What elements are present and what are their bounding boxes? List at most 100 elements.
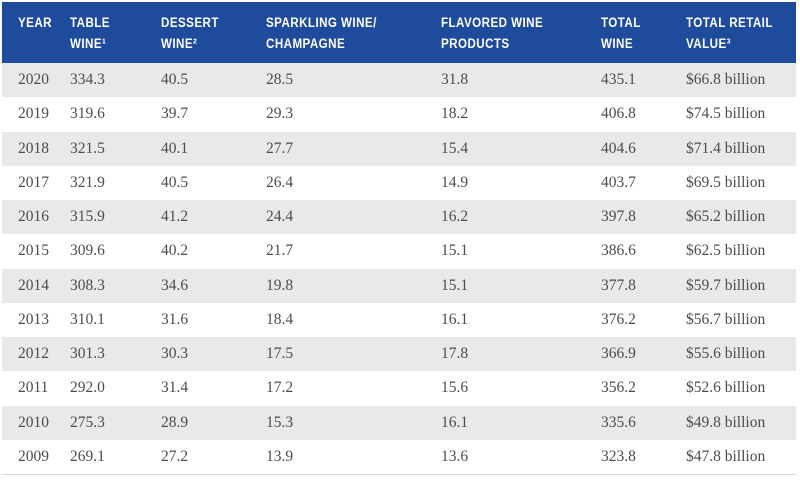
cell-total-retail-value: $52.6 billion: [686, 379, 766, 397]
cell-flavored-wine: 16.2: [441, 208, 469, 226]
table-row: 2012 301.3 30.3 17.5 17.8 366.9 $55.6 bi…: [2, 337, 796, 372]
col-header-flavored-wine-line2: PRODUCTS: [441, 36, 510, 51]
cell-table-wine: 321.5: [70, 139, 105, 157]
table-header: YEAR TABLE WINE¹ DESSERT WINE² SPARKLING…: [2, 2, 796, 63]
col-header-table-wine-line2: WINE¹: [70, 36, 107, 51]
col-header-total-wine-line1: TOTAL: [601, 15, 641, 30]
cell-year: 2014: [18, 276, 49, 294]
cell-flavored-wine: 18.2: [441, 105, 469, 123]
col-header-dessert-wine-line1: DESSERT: [161, 15, 219, 30]
table-row: 2017 321.9 40.5 26.4 14.9 403.7 $69.5 bi…: [2, 165, 796, 200]
cell-dessert-wine: 28.9: [161, 413, 189, 431]
cell-dessert-wine: 31.4: [161, 379, 189, 397]
cell-sparkling-wine: 29.3: [266, 105, 294, 123]
col-header-sparkling-wine-line1: SPARKLING WINE/: [266, 15, 377, 30]
cell-flavored-wine: 14.9: [441, 173, 469, 191]
cell-sparkling-wine: 27.7: [266, 139, 294, 157]
cell-sparkling-wine: 13.9: [266, 447, 294, 465]
cell-dessert-wine: 40.5: [161, 173, 189, 191]
table-row: 2018 321.5 40.1 27.7 15.4 404.6 $71.4 bi…: [2, 131, 796, 166]
cell-dessert-wine: 40.1: [161, 139, 189, 157]
table-row: 2020 334.3 40.5 28.5 31.8 435.1 $66.8 bi…: [2, 63, 796, 98]
cell-total-retail-value: $66.8 billion: [686, 71, 766, 89]
cell-sparkling-wine: 17.5: [266, 345, 294, 363]
cell-year: 2017: [18, 173, 49, 191]
col-header-flavored-wine: FLAVORED WINE PRODUCTS: [425, 2, 585, 63]
header-row: YEAR TABLE WINE¹ DESSERT WINE² SPARKLING…: [2, 2, 796, 63]
cell-table-wine: 308.3: [70, 276, 105, 294]
col-header-year: YEAR: [2, 2, 54, 63]
cell-sparkling-wine: 21.7: [266, 242, 294, 260]
cell-total-retail-value: $47.8 billion: [686, 447, 766, 465]
cell-total-wine: 386.6: [601, 242, 636, 260]
cell-year: 2020: [18, 71, 49, 89]
cell-dessert-wine: 39.7: [161, 105, 189, 123]
cell-flavored-wine: 16.1: [441, 413, 469, 431]
cell-table-wine: 269.1: [70, 447, 105, 465]
cell-total-retail-value: $59.7 billion: [686, 276, 766, 294]
col-header-dessert-wine-line2: WINE²: [161, 36, 198, 51]
table-row: 2013 310.1 31.6 18.4 16.1 376.2 $56.7 bi…: [2, 302, 796, 337]
cell-total-wine: 406.8: [601, 105, 636, 123]
cell-dessert-wine: 31.6: [161, 310, 189, 328]
cell-flavored-wine: 15.1: [441, 242, 469, 260]
cell-flavored-wine: 13.6: [441, 447, 469, 465]
cell-table-wine: 319.6: [70, 105, 105, 123]
col-header-total-wine-line2: WINE: [601, 36, 634, 51]
cell-total-wine: 356.2: [601, 379, 636, 397]
col-header-dessert-wine: DESSERT WINE²: [145, 2, 250, 63]
cell-total-retail-value: $74.5 billion: [686, 105, 766, 123]
cell-year: 2016: [18, 208, 49, 226]
cell-flavored-wine: 16.1: [441, 310, 469, 328]
cell-year: 2009: [18, 447, 49, 465]
table-row: 2010 275.3 28.9 15.3 16.1 335.6 $49.8 bi…: [2, 405, 796, 440]
cell-flavored-wine: 31.8: [441, 71, 469, 89]
cell-total-wine: 397.8: [601, 208, 636, 226]
cell-total-wine: 366.9: [601, 345, 636, 363]
col-header-sparkling-wine-line2: CHAMPAGNE: [266, 36, 346, 51]
cell-table-wine: 309.6: [70, 242, 105, 260]
cell-sparkling-wine: 19.8: [266, 276, 294, 294]
cell-dessert-wine: 40.2: [161, 242, 189, 260]
cell-table-wine: 334.3: [70, 71, 105, 89]
cell-total-wine: 404.6: [601, 139, 636, 157]
table-row: 2009 269.1 27.2 13.9 13.6 323.8 $47.8 bi…: [2, 439, 796, 474]
cell-year: 2011: [18, 379, 49, 397]
cell-flavored-wine: 17.8: [441, 345, 469, 363]
cell-table-wine: 310.1: [70, 310, 105, 328]
cell-sparkling-wine: 26.4: [266, 173, 294, 191]
cell-year: 2015: [18, 242, 49, 260]
table-body: 2020 334.3 40.5 28.5 31.8 435.1 $66.8 bi…: [2, 63, 796, 474]
col-header-total-retail-value-line1: TOTAL RETAIL: [686, 15, 773, 30]
cell-total-wine: 323.8: [601, 447, 636, 465]
cell-flavored-wine: 15.4: [441, 139, 469, 157]
cell-year: 2012: [18, 345, 49, 363]
cell-dessert-wine: 30.3: [161, 345, 189, 363]
cell-total-wine: 377.8: [601, 276, 636, 294]
cell-total-wine: 335.6: [601, 413, 636, 431]
col-header-table-wine: TABLE WINE¹: [54, 2, 145, 63]
cell-sparkling-wine: 15.3: [266, 413, 294, 431]
col-header-flavored-wine-line1: FLAVORED WINE: [441, 15, 544, 30]
col-header-sparkling-wine: SPARKLING WINE/ CHAMPAGNE: [250, 2, 425, 63]
cell-dessert-wine: 34.6: [161, 276, 189, 294]
cell-year: 2010: [18, 413, 49, 431]
cell-sparkling-wine: 28.5: [266, 71, 294, 89]
cell-sparkling-wine: 24.4: [266, 208, 294, 226]
cell-table-wine: 292.0: [70, 379, 105, 397]
cell-table-wine: 315.9: [70, 208, 105, 226]
wine-statistics-table: YEAR TABLE WINE¹ DESSERT WINE² SPARKLING…: [2, 2, 796, 475]
cell-flavored-wine: 15.1: [441, 276, 469, 294]
cell-dessert-wine: 41.2: [161, 208, 189, 226]
table-row: 2019 319.6 39.7 29.3 18.2 406.8 $74.5 bi…: [2, 97, 796, 132]
cell-year: 2018: [18, 139, 49, 157]
cell-total-retail-value: $69.5 billion: [686, 173, 766, 191]
cell-year: 2013: [18, 310, 49, 328]
cell-table-wine: 321.9: [70, 173, 105, 191]
col-header-total-wine: TOTAL WINE: [585, 2, 670, 63]
cell-sparkling-wine: 17.2: [266, 379, 294, 397]
cell-total-wine: 435.1: [601, 71, 636, 89]
cell-total-retail-value: $71.4 billion: [686, 139, 766, 157]
cell-dessert-wine: 40.5: [161, 71, 189, 89]
